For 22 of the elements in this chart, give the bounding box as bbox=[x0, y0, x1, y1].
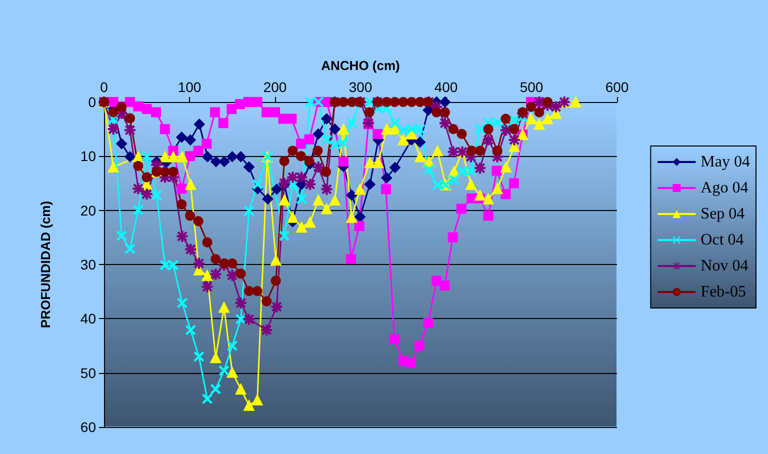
legend-label: Feb-05 bbox=[700, 284, 746, 300]
legend-label: Nov 04 bbox=[700, 258, 748, 274]
legend-label: Ago 04 bbox=[700, 180, 748, 196]
x-tick-label: 500 bbox=[520, 79, 544, 95]
y-axis-title: PROFUNDIDAD (cm) bbox=[38, 200, 53, 328]
x-tick-label: 600 bbox=[605, 79, 629, 95]
y-tick-label: 60 bbox=[80, 419, 96, 435]
x-axis-title: ANCHO (cm) bbox=[321, 58, 400, 73]
legend-label: Oct 04 bbox=[700, 232, 744, 248]
y-tick-label: 20 bbox=[80, 202, 96, 218]
x-tick-label: 300 bbox=[348, 79, 372, 95]
x-tick-label: 200 bbox=[263, 79, 287, 95]
x-tick-label: 0 bbox=[100, 79, 108, 95]
x-tick-label: 100 bbox=[178, 79, 202, 95]
y-tick-label: 10 bbox=[80, 148, 96, 164]
legend-label: Sep 04 bbox=[700, 206, 745, 222]
y-tick-label: 50 bbox=[80, 364, 96, 381]
x-tick-label: 400 bbox=[434, 79, 458, 95]
legend-label: May 04 bbox=[700, 154, 750, 170]
y-tick-label: 0 bbox=[88, 94, 96, 110]
y-tick-label: 30 bbox=[80, 256, 96, 272]
y-tick-label: 40 bbox=[80, 310, 96, 327]
